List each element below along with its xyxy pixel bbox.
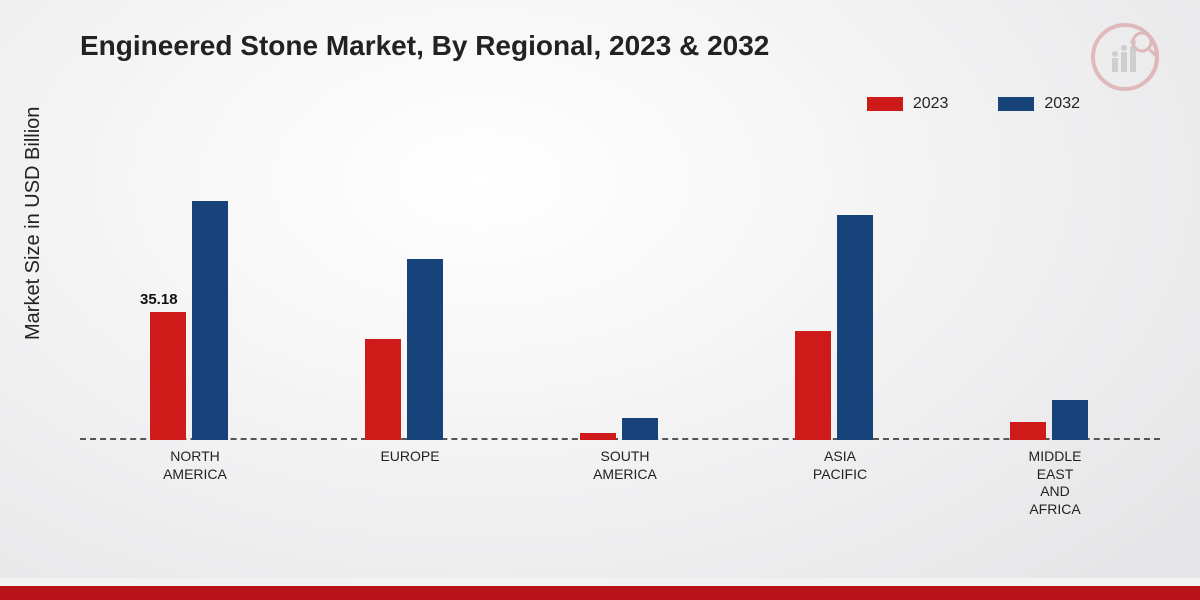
bar-2023 [1010, 422, 1046, 440]
legend-label-2032: 2032 [1044, 95, 1080, 113]
legend: 2023 2032 [867, 95, 1080, 113]
bar-2023 [580, 433, 616, 440]
x-axis-labels: NORTH AMERICA EUROPE SOUTH AMERICA ASIA PAC… [80, 448, 1160, 528]
x-axis-baseline [80, 438, 1160, 440]
brand-logo-icon [1090, 22, 1160, 92]
legend-item-2032: 2032 [998, 95, 1080, 113]
bar-2023 [365, 339, 401, 441]
bar-2023 [795, 331, 831, 440]
legend-item-2023: 2023 [867, 95, 949, 113]
x-tick-label: NORTH AMERICA [120, 448, 270, 483]
footer-divider-light [0, 578, 1200, 586]
bar-2032 [192, 201, 228, 440]
bar-2032 [1052, 400, 1088, 440]
bar-2032 [407, 259, 443, 440]
x-tick-label: SOUTH AMERICA [550, 448, 700, 483]
bar-2032 [837, 215, 873, 440]
x-tick-label: ASIA PACIFIC [765, 448, 915, 483]
legend-label-2023: 2023 [913, 95, 949, 113]
bar-value-label: 35.18 [140, 291, 178, 308]
legend-swatch-2032 [998, 97, 1034, 111]
plot-area: 35.18 [80, 150, 1160, 440]
chart-title: Engineered Stone Market, By Regional, 20… [80, 30, 769, 62]
chart-page: Engineered Stone Market, By Regional, 20… [0, 0, 1200, 600]
y-axis-label: Market Size in USD Billion [22, 107, 45, 340]
bar-2023 [150, 312, 186, 440]
x-tick-label: EUROPE [335, 448, 485, 466]
x-tick-label: MIDDLE EAST AND AFRICA [980, 448, 1130, 518]
bar-2032 [622, 418, 658, 440]
legend-swatch-2023 [867, 97, 903, 111]
footer-bar [0, 586, 1200, 600]
